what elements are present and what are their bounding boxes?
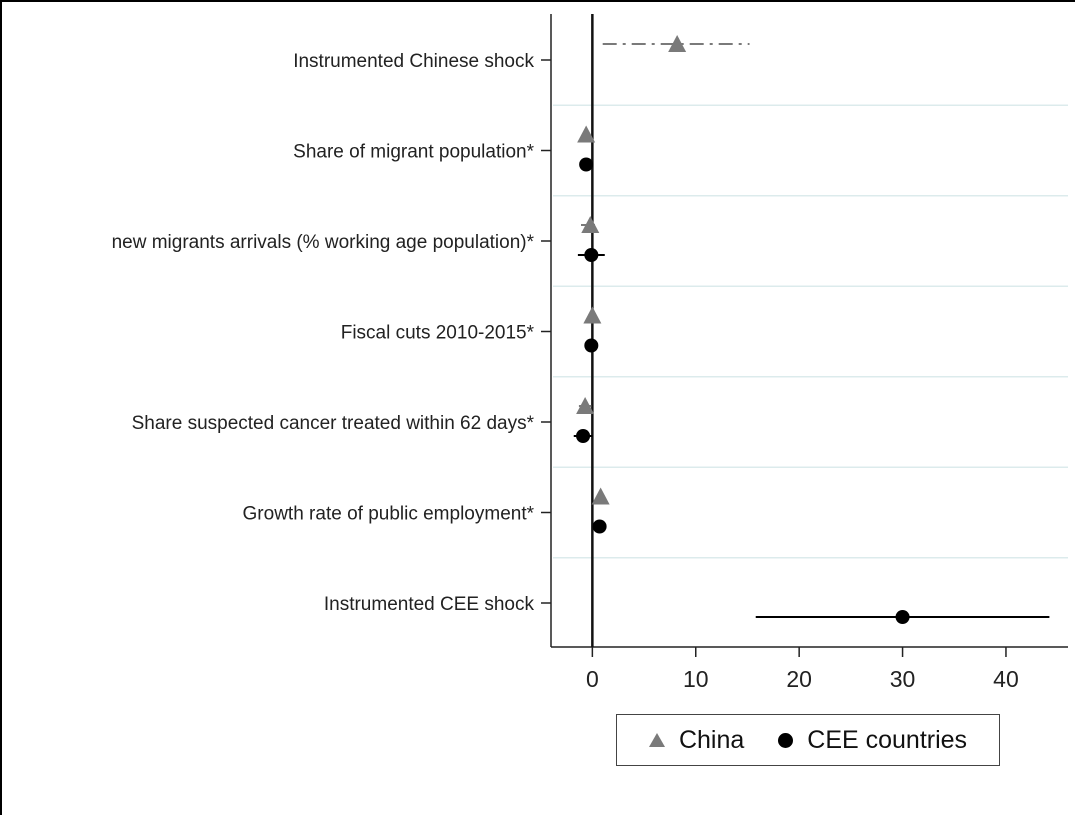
series-marks (573, 35, 1050, 624)
point-marker (584, 248, 599, 262)
legend-item-cee: CEE countries (778, 726, 967, 755)
legend-label-china: China (678, 725, 745, 754)
y-tick-label: Share of migrant population* (293, 142, 534, 163)
x-tick-label: 10 (683, 666, 709, 692)
y-tick-label: Instrumented Chinese shock (293, 51, 534, 72)
x-tick-label: 30 (890, 666, 916, 692)
x-tick-label: 40 (993, 666, 1019, 692)
y-tick-label: Instrumented CEE shock (324, 594, 535, 615)
x-ticks: 0 10 20 30 40 (586, 647, 1019, 692)
circle-marker-icon (778, 732, 794, 748)
triangle-marker-icon (648, 733, 665, 747)
y-tick-label: Growth rate of public employment* (243, 504, 535, 525)
point-marker (577, 125, 596, 143)
point-marker (668, 35, 687, 52)
point-marker (581, 216, 600, 233)
gridlines (553, 104, 1068, 559)
point-marker (576, 397, 595, 414)
point-marker (895, 610, 910, 624)
point-marker (584, 338, 599, 353)
y-tick-label: new migrants arrivals (% working age pop… (112, 232, 535, 253)
point-marker (576, 429, 591, 443)
x-tick-label: 0 (586, 666, 599, 692)
axes (550, 14, 1068, 648)
point-marker (583, 306, 602, 324)
y-tick-label: Share suspected cancer treated within 62… (132, 413, 535, 434)
y-tick-label: Fiscal cuts 2010-2015* (341, 323, 535, 344)
category-labels: Instrumented Chinese shock Share of migra… (112, 51, 551, 615)
legend-label-cee: CEE countries (807, 725, 968, 754)
x-tick-label: 20 (786, 666, 812, 692)
point-marker (579, 157, 594, 172)
point-marker (591, 487, 610, 505)
legend: China CEE countries (616, 714, 1000, 766)
point-marker (592, 519, 607, 534)
legend-item-china: China (648, 725, 745, 755)
